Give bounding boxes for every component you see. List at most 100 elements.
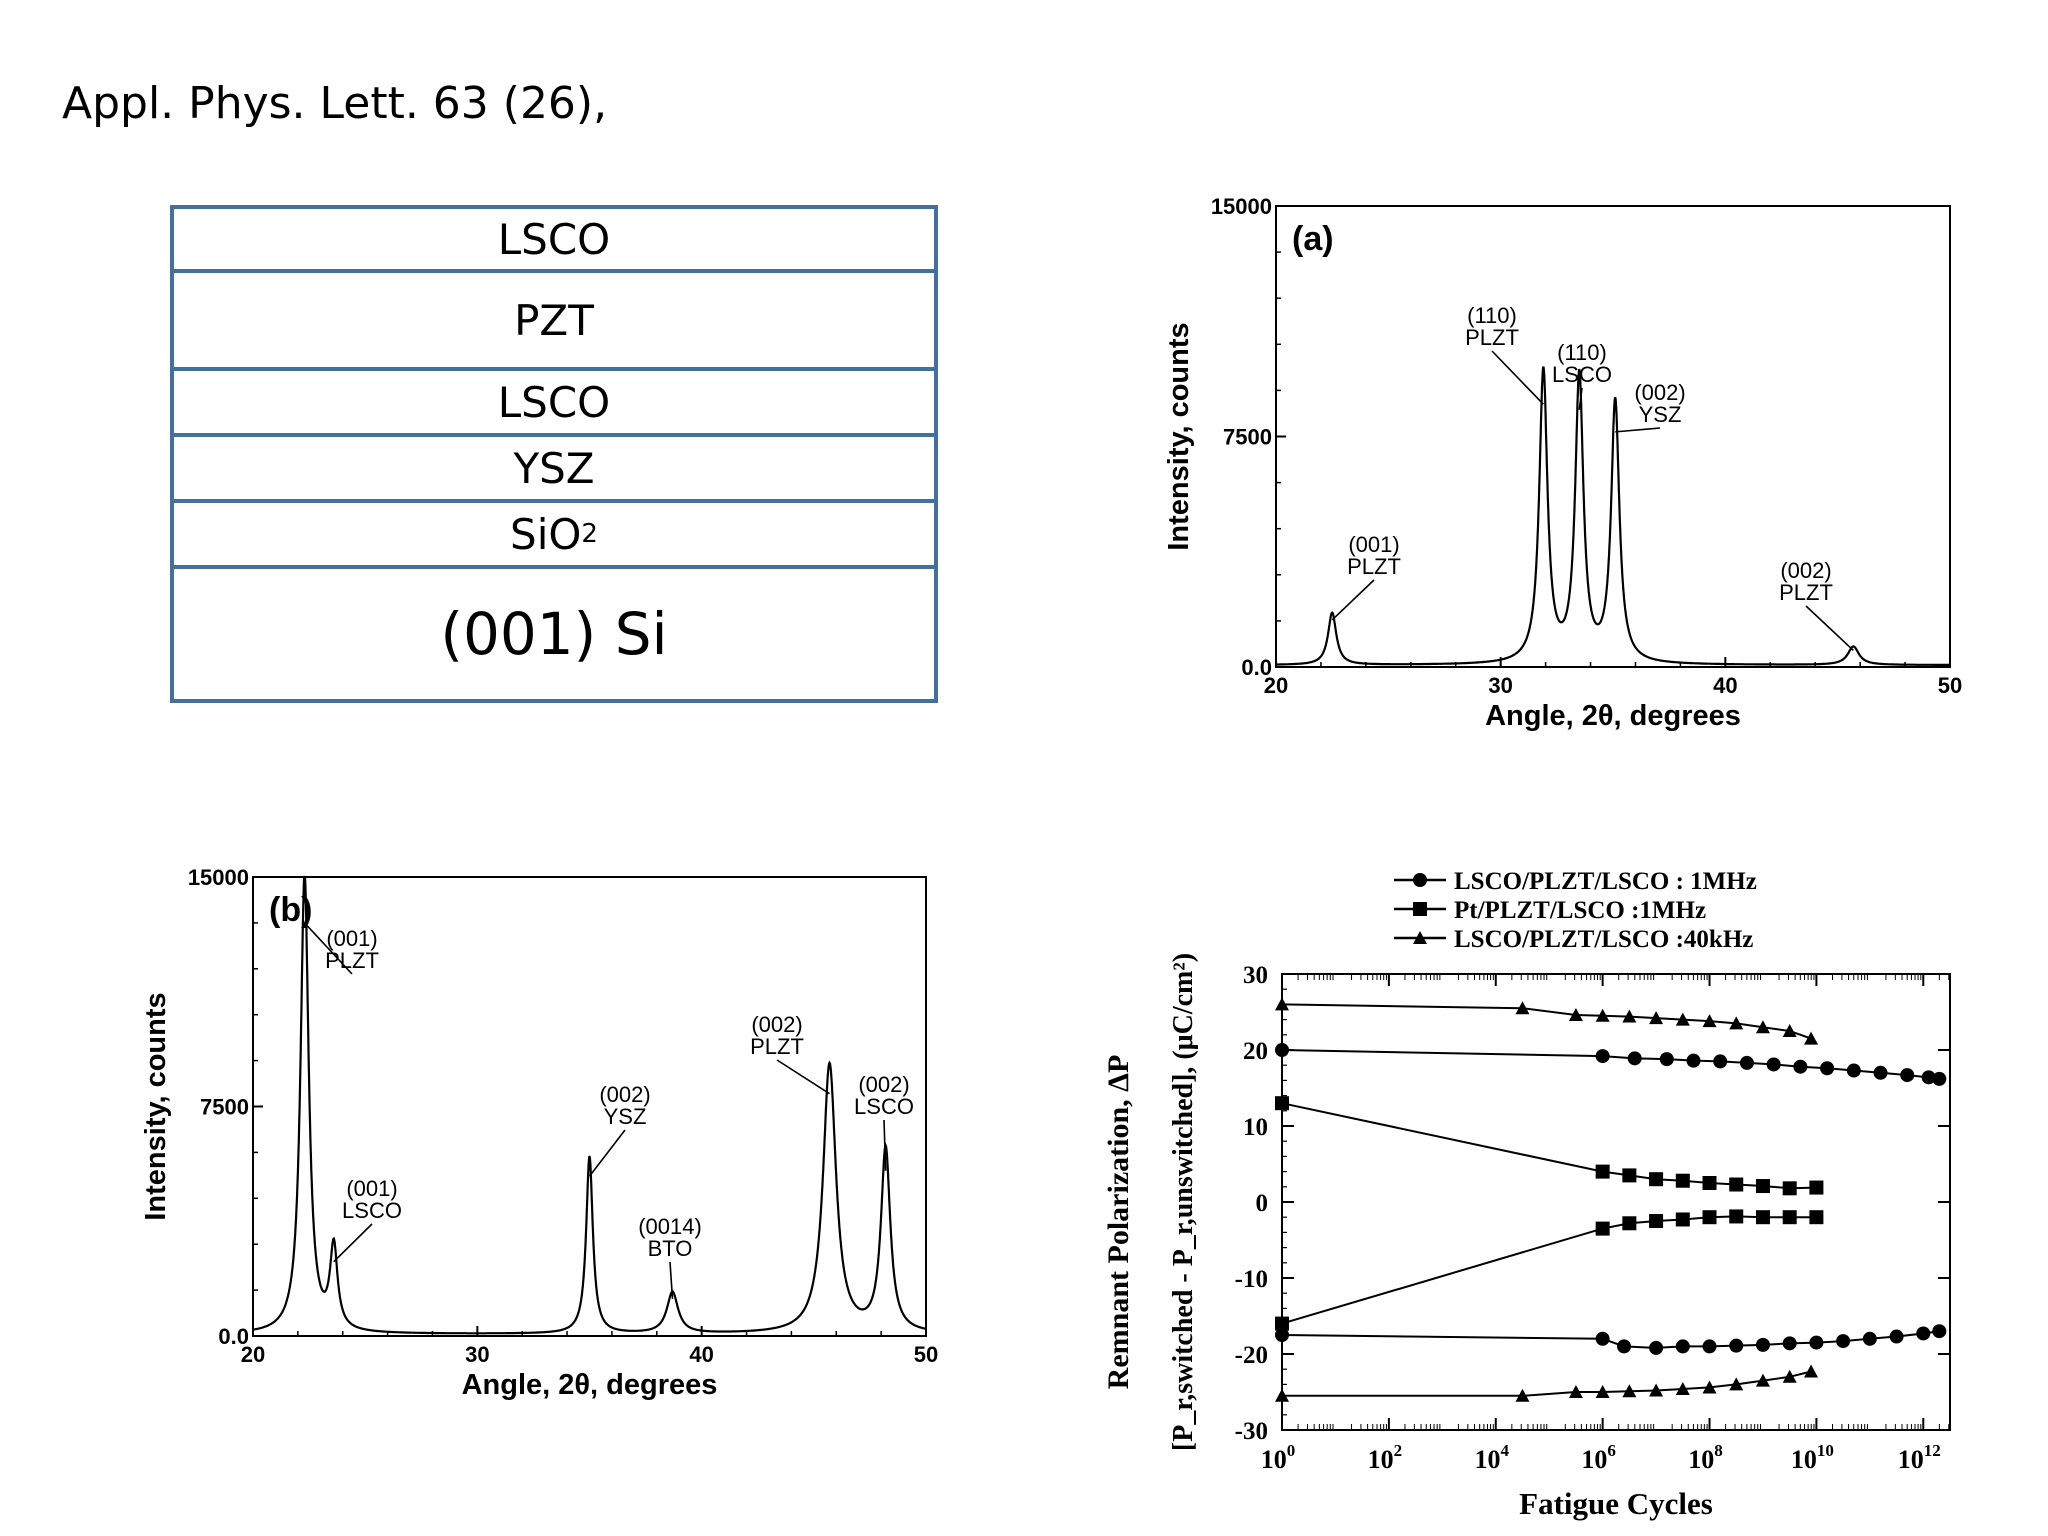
y-tick-label: 0.0 xyxy=(218,1324,249,1349)
x-tick-label: 106 xyxy=(1581,1441,1616,1474)
legend-marker-square xyxy=(1413,902,1427,916)
data-point-triangle xyxy=(1568,1385,1583,1398)
x-tick-label: 50 xyxy=(1938,673,1962,698)
data-point-square xyxy=(1275,1316,1289,1331)
data-point-circle xyxy=(1793,1059,1808,1074)
data-point-circle xyxy=(1713,1054,1728,1069)
data-point-triangle xyxy=(1275,1388,1289,1402)
data-point-square xyxy=(1275,1096,1289,1111)
peak-label-miller: (0014) xyxy=(638,1214,702,1239)
data-point-triangle xyxy=(1595,1385,1610,1398)
x-tick-label: 100 xyxy=(1261,1441,1296,1474)
data-point-triangle xyxy=(1782,1024,1797,1037)
legend-label: Pt/PLZT/LSCO :1MHz xyxy=(1454,897,1706,924)
data-point-circle xyxy=(1739,1055,1754,1070)
data-point-circle xyxy=(1595,1331,1610,1346)
data-point-square xyxy=(1755,1210,1770,1225)
x-axis-label: Angle, 2θ, degrees xyxy=(1485,700,1741,732)
peak-pointer xyxy=(1615,427,1661,433)
legend-label: LSCO/PLZT/LSCO : 1MHz xyxy=(1454,868,1757,895)
layer-lsco-top: LSCO xyxy=(174,209,934,273)
peak-pointer xyxy=(333,1223,373,1263)
data-point-triangle xyxy=(1675,1381,1690,1395)
data-point-circle xyxy=(1820,1061,1835,1076)
x-tick-label: 20 xyxy=(241,1342,265,1367)
xrd-curve xyxy=(253,875,927,1335)
data-point-circle xyxy=(1836,1334,1851,1349)
data-point-circle xyxy=(1766,1057,1781,1072)
data-point-circle xyxy=(1916,1326,1931,1341)
y-tick-label: 7500 xyxy=(1223,425,1272,450)
data-point-triangle xyxy=(1702,1014,1717,1028)
y-tick-label: 10 xyxy=(1243,1114,1268,1141)
y-tick-label: 0 xyxy=(1256,1190,1269,1217)
y-tick-label: 7500 xyxy=(200,1095,249,1120)
legend-label: LSCO/PLZT/LSCO :40kHz xyxy=(1454,926,1753,953)
data-point-triangle xyxy=(1622,1384,1637,1398)
y-tick-label: 0.0 xyxy=(1241,655,1272,680)
data-point-triangle xyxy=(1275,997,1289,1011)
data-point-triangle xyxy=(1702,1380,1717,1394)
y-tick-label: 30 xyxy=(1243,962,1268,989)
y-tick-label: -30 xyxy=(1235,1418,1268,1445)
data-point-square xyxy=(1729,1209,1744,1224)
peak-pointer xyxy=(776,1059,830,1095)
y-axis-label: Intensity, counts xyxy=(140,992,172,1220)
data-point-circle xyxy=(1846,1063,1861,1078)
x-tick-label: 108 xyxy=(1688,1441,1723,1474)
data-point-circle xyxy=(1932,1071,1947,1086)
data-point-circle xyxy=(1921,1070,1936,1085)
data-point-square xyxy=(1782,1181,1797,1196)
data-point-circle xyxy=(1889,1329,1904,1344)
data-point-square xyxy=(1702,1176,1717,1190)
series-line-square-lower xyxy=(1281,1215,1817,1325)
peak-label-material: YSZ xyxy=(1639,402,1682,427)
peak-label-miller: (110) xyxy=(1557,340,1607,365)
xrd-curve xyxy=(1276,366,1950,666)
x-tick-label: 40 xyxy=(689,1342,713,1367)
data-point-circle xyxy=(1873,1065,1888,1080)
peak-pointer xyxy=(669,1261,674,1299)
peak-label-material: BTO xyxy=(648,1236,693,1261)
data-point-triangle xyxy=(1755,1020,1770,1034)
data-point-circle xyxy=(1675,1339,1690,1354)
peak-label-miller: (002) xyxy=(599,1082,650,1107)
data-point-triangle xyxy=(1755,1373,1770,1387)
legend-marker-triangle xyxy=(1413,931,1427,944)
data-point-circle xyxy=(1275,1043,1289,1057)
peak-pointer xyxy=(304,922,353,975)
y-axis-label-2: [P_r,switched - P_r,unswitched], (μC/cm²… xyxy=(1168,953,1199,1451)
peak-pointer xyxy=(1491,350,1544,405)
data-point-circle xyxy=(1782,1336,1797,1351)
peak-label-miller: (002) xyxy=(1780,558,1831,583)
peak-label-material: PLZT xyxy=(325,948,379,973)
data-point-circle xyxy=(1932,1324,1947,1339)
data-point-square xyxy=(1595,1221,1610,1236)
x-axis-label: Fatigue Cycles xyxy=(1519,1486,1713,1521)
y-tick-label: 20 xyxy=(1243,1038,1268,1065)
peak-pointer xyxy=(1331,579,1375,621)
peak-label-material: YSZ xyxy=(604,1104,647,1129)
peak-label-material: PLZT xyxy=(1347,554,1401,579)
data-point-triangle xyxy=(1729,1016,1744,1030)
x-tick-label: 1010 xyxy=(1791,1441,1834,1474)
peak-label-material: PLZT xyxy=(750,1034,804,1059)
data-point-triangle xyxy=(1515,1001,1530,1015)
peak-label-material: LSCO xyxy=(342,1198,402,1223)
peak-label-material: PLZT xyxy=(1465,325,1519,350)
peak-label-miller: (002) xyxy=(1634,380,1685,405)
data-point-triangle xyxy=(1568,1008,1583,1022)
series-line-triangle-upper xyxy=(1281,1003,1812,1040)
layer-sio2: SiO 2 xyxy=(174,503,934,569)
data-point-square xyxy=(1755,1179,1770,1194)
y-axis-label: Intensity, counts xyxy=(1163,322,1195,550)
panel-label: (a) xyxy=(1292,220,1334,258)
data-point-triangle xyxy=(1649,1383,1664,1397)
data-point-square xyxy=(1809,1210,1824,1225)
layer-stack-diagram: LSCO PZT LSCO YSZ SiO 2 (001) Si xyxy=(170,205,938,703)
y-axis-label: Remnant Polarization, ΔP xyxy=(1102,1055,1135,1390)
peak-label-miller: (002) xyxy=(751,1012,802,1037)
data-point-triangle xyxy=(1515,1388,1530,1402)
